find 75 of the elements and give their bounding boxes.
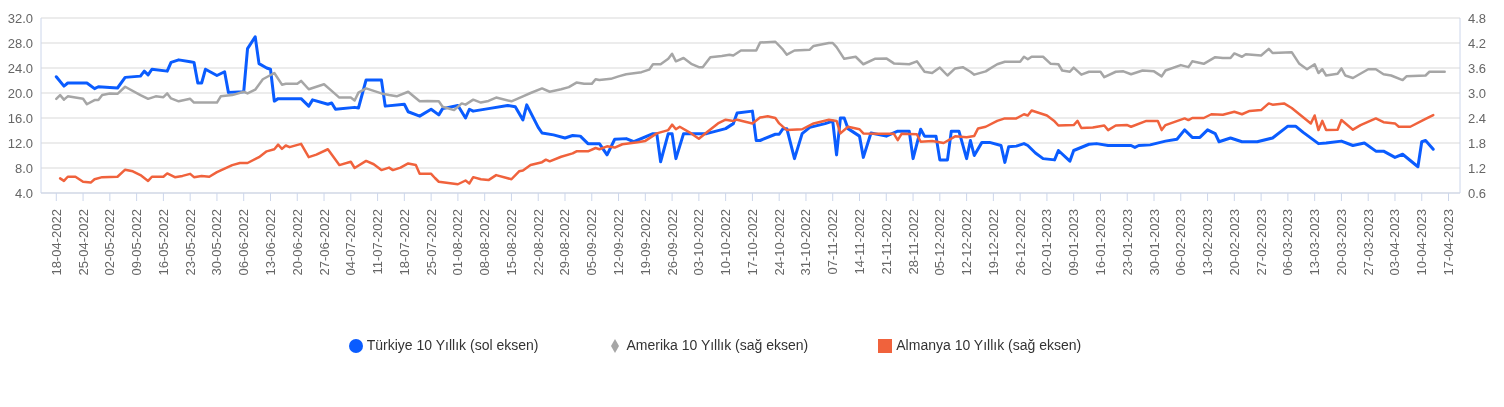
x-tick-label: 14-11-2022 xyxy=(852,209,868,275)
x-tick-label: 13-03-2023 xyxy=(1307,209,1323,276)
x-tick-label: 13-02-2023 xyxy=(1200,209,1216,276)
x-tick-label: 10-10-2022 xyxy=(718,209,734,276)
x-tick-label: 11-07-2022 xyxy=(370,209,386,275)
y-tick-label: 4.0 xyxy=(14,185,33,201)
x-tick-label: 13-06-2022 xyxy=(262,209,278,276)
x-tick-label: 30-05-2022 xyxy=(209,209,225,276)
x-tick-label: 23-01-2023 xyxy=(1119,209,1135,276)
x-tick-label: 20-06-2022 xyxy=(289,209,305,276)
x-tick-label: 29-08-2022 xyxy=(557,209,573,276)
x-tick-label: 27-06-2022 xyxy=(316,209,332,276)
x-tick-label: 02-05-2022 xyxy=(102,209,118,276)
y-tick-label: 16.0 xyxy=(7,110,33,126)
y2-tick-label: 1.8 xyxy=(1468,135,1487,151)
y2-tick-label: 2.4 xyxy=(1468,110,1487,126)
x-tick-label: 19-09-2022 xyxy=(637,209,653,276)
y2-tick-label: 1.2 xyxy=(1468,160,1487,176)
y-tick-label: 28.0 xyxy=(7,35,33,51)
y2-tick-label: 3.0 xyxy=(1468,85,1487,101)
x-tick-label: 24-10-2022 xyxy=(771,209,787,276)
x-tick-label: 01-08-2022 xyxy=(450,209,466,276)
x-tick-label: 27-02-2023 xyxy=(1253,209,1269,276)
y-tick-label: 20.0 xyxy=(7,85,33,101)
x-tick-label: 25-07-2022 xyxy=(423,209,439,276)
x-tick-label: 19-12-2022 xyxy=(985,209,1001,276)
x-tick-label: 09-05-2022 xyxy=(129,209,145,276)
line-series xyxy=(55,40,1446,112)
y2-tick-label: 3.6 xyxy=(1468,60,1487,76)
legend-label: Almanya 10 Yıllık (sağ eksen) xyxy=(896,337,1082,353)
x-tick-label: 08-08-2022 xyxy=(477,209,493,276)
x-tick-label: 26-09-2022 xyxy=(664,209,680,276)
x-tick-label: 31-10-2022 xyxy=(798,209,814,276)
x-tick-label: 17-10-2022 xyxy=(744,209,760,276)
x-tick-label: 17-04-2023 xyxy=(1441,209,1457,276)
x-tick-label: 22-08-2022 xyxy=(530,209,546,276)
x-tick-label: 12-12-2022 xyxy=(959,209,975,276)
x-tick-label: 26-12-2022 xyxy=(1012,209,1028,276)
x-tick-label: 09-01-2023 xyxy=(1066,209,1082,276)
y-tick-label: 24.0 xyxy=(7,60,33,76)
y-tick-label: 12.0 xyxy=(7,135,33,151)
x-tick-label: 16-05-2022 xyxy=(155,209,171,276)
x-tick-label: 20-03-2023 xyxy=(1333,209,1349,276)
x-tick-label: 18-04-2022 xyxy=(48,209,64,276)
x-tick-label: 12-09-2022 xyxy=(611,209,627,276)
x-tick-label: 15-08-2022 xyxy=(503,209,519,276)
x-tick-label: 07-11-2022 xyxy=(825,209,841,275)
x-tick-label: 05-12-2022 xyxy=(932,209,948,276)
line-series xyxy=(58,102,1435,186)
y2-tick-label: 4.2 xyxy=(1468,35,1487,51)
x-tick-label: 06-02-2023 xyxy=(1173,209,1189,276)
x-tick-label: 03-10-2022 xyxy=(691,209,707,276)
x-tick-label: 05-09-2022 xyxy=(584,209,600,276)
x-tick-label: 04-07-2022 xyxy=(343,209,359,276)
x-tick-label: 06-06-2022 xyxy=(236,209,252,276)
x-tick-label: 23-05-2022 xyxy=(182,209,198,276)
x-tick-label: 06-03-2023 xyxy=(1280,209,1296,276)
legend-label: Amerika 10 Yıllık (sağ eksen) xyxy=(626,337,809,353)
x-tick-label: 28-11-2022 xyxy=(905,209,921,275)
x-tick-label: 20-02-2023 xyxy=(1226,209,1242,276)
y-tick-label: 8.0 xyxy=(14,160,33,176)
x-tick-label: 25-04-2022 xyxy=(75,209,91,276)
x-tick-label: 16-01-2023 xyxy=(1092,209,1108,276)
y2-tick-label: 4.8 xyxy=(1468,10,1487,26)
x-tick-label: 18-07-2022 xyxy=(396,209,412,276)
y2-tick-label: 0.6 xyxy=(1468,185,1487,201)
line-series xyxy=(54,35,1435,169)
x-tick-label: 30-01-2023 xyxy=(1146,209,1162,276)
legend-label: Türkiye 10 Yıllık (sol eksen) xyxy=(366,337,539,353)
x-tick-label: 21-11-2022 xyxy=(878,209,894,275)
y-tick-label: 32.0 xyxy=(7,10,33,26)
x-tick-label: 10-04-2023 xyxy=(1414,209,1430,276)
x-tick-label: 03-04-2023 xyxy=(1387,209,1403,276)
x-tick-label: 02-01-2023 xyxy=(1039,209,1055,276)
x-tick-label: 27-03-2023 xyxy=(1360,209,1376,276)
